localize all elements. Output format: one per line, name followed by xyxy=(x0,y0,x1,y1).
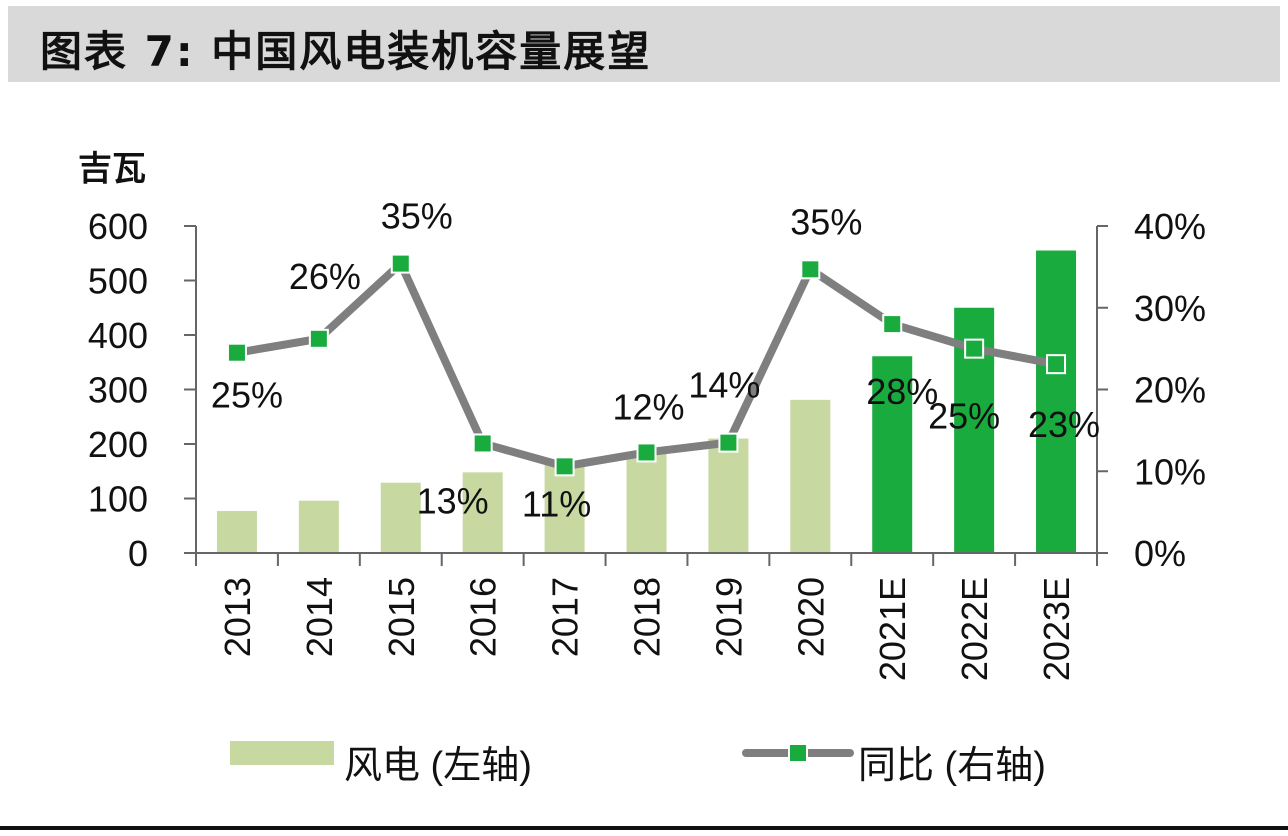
category-label-2022E: 2022E xyxy=(954,577,995,681)
category-label-2023E: 2023E xyxy=(1036,577,1077,681)
right-tick-label: 30% xyxy=(1134,288,1206,329)
bar-2020 xyxy=(790,399,831,553)
yoy-marker-2022E xyxy=(964,338,985,359)
legend-bar-label: 风电 (左轴) xyxy=(344,745,532,787)
left-tick-label: 500 xyxy=(88,261,148,302)
yoy-data-label-2018: 12% xyxy=(612,386,684,427)
yoy-marker-2014 xyxy=(308,328,329,349)
right-tick-label: 0% xyxy=(1134,533,1186,574)
yoy-marker-2021E xyxy=(882,314,903,335)
category-label-2018: 2018 xyxy=(627,577,668,657)
category-label-2017: 2017 xyxy=(545,577,586,657)
yoy-marker-2016 xyxy=(472,433,493,454)
category-label-2013: 2013 xyxy=(217,577,258,657)
yoy-data-label-2016: 13% xyxy=(417,480,489,521)
left-tick-label: 0 xyxy=(128,533,148,574)
bar-2017 xyxy=(544,463,585,553)
yoy-data-label-2017: 11% xyxy=(522,483,591,524)
title-bar: 图表 7: 中国风电装机容量展望 xyxy=(8,6,1280,82)
legend-line-label: 同比 (右轴) xyxy=(858,745,1046,787)
bar-2016 xyxy=(462,472,503,553)
left-tick-label: 600 xyxy=(88,206,148,247)
yoy-marker-2013 xyxy=(226,342,247,363)
bar-2018 xyxy=(626,452,667,553)
right-tick-label: 20% xyxy=(1134,370,1206,411)
chart-title: 图表 7: 中国风电装机容量展望 xyxy=(40,27,652,76)
right-tick-label: 10% xyxy=(1134,451,1206,492)
yoy-data-label-2023E: 23% xyxy=(1028,404,1100,445)
yoy-marker-2015 xyxy=(390,253,411,274)
legend-marker-swatch xyxy=(788,743,808,763)
category-label-2014: 2014 xyxy=(299,577,340,657)
category-label-2015: 2015 xyxy=(381,577,422,657)
bar-2019 xyxy=(708,438,749,553)
yoy-marker-2018 xyxy=(636,442,657,463)
yoy-marker-2023E xyxy=(1046,354,1067,375)
category-label-2019: 2019 xyxy=(708,577,749,657)
yoy-marker-2019 xyxy=(718,432,739,453)
legend-bar-swatch xyxy=(230,741,334,765)
bottom-rule xyxy=(0,826,1288,830)
category-label-2021E: 2021E xyxy=(872,577,913,681)
y-axis-unit-label: 吉瓦 xyxy=(78,150,146,188)
category-label-2020: 2020 xyxy=(790,577,831,657)
bar-2021E xyxy=(872,356,913,553)
yoy-data-label-2021E: 28% xyxy=(866,371,938,412)
yoy-marker-2020 xyxy=(800,259,821,280)
left-tick-label: 400 xyxy=(88,315,148,356)
right-tick-label: 40% xyxy=(1134,206,1206,247)
bar-2015 xyxy=(380,482,421,553)
yoy-data-label-2022E: 25% xyxy=(928,396,1000,437)
left-tick-label: 300 xyxy=(88,370,148,411)
yoy-data-label-2014: 26% xyxy=(289,256,361,297)
bar-2013 xyxy=(216,511,257,553)
left-tick-label: 200 xyxy=(88,424,148,465)
category-label-2016: 2016 xyxy=(463,577,504,657)
left-tick-label: 100 xyxy=(88,479,148,520)
yoy-data-label-2019: 14% xyxy=(688,365,760,406)
bar-2023E xyxy=(1036,250,1077,553)
yoy-data-label-2015: 35% xyxy=(381,196,453,237)
yoy-marker-2017 xyxy=(554,456,575,477)
yoy-data-label-2020: 35% xyxy=(790,201,862,242)
bar-2014 xyxy=(298,500,339,553)
yoy-data-label-2013: 25% xyxy=(211,375,283,416)
